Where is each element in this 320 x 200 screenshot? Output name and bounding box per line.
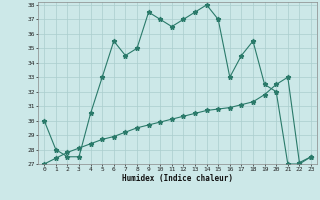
X-axis label: Humidex (Indice chaleur): Humidex (Indice chaleur) [122,174,233,183]
